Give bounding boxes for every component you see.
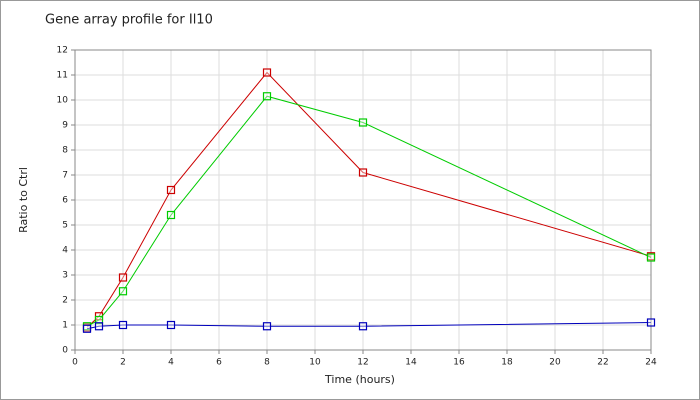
y-tick-label: 3 xyxy=(62,271,68,281)
point xyxy=(646,253,656,262)
y-tick-label: 9 xyxy=(62,121,68,131)
y-tick-label: 2 xyxy=(62,296,68,306)
y-tick-label: 7 xyxy=(62,171,68,181)
chart-title: Gene array profile for Il10 xyxy=(45,13,213,28)
x-tick-label: 14 xyxy=(405,358,417,368)
point xyxy=(262,92,272,101)
point xyxy=(166,320,176,330)
series-line xyxy=(86,322,652,330)
y-tick-label: 12 xyxy=(57,46,68,56)
x-tick-label: 10 xyxy=(309,358,321,368)
x-tick-label: 22 xyxy=(597,358,608,368)
x-tick-label: 18 xyxy=(501,358,513,368)
series-line xyxy=(86,95,652,327)
point xyxy=(82,324,92,333)
plot-border xyxy=(74,49,652,351)
y-tick-label: 6 xyxy=(62,196,68,206)
y-axis-label: Ratio to Ctrl xyxy=(17,167,30,233)
y-tick-label: 1 xyxy=(62,321,68,331)
marks xyxy=(82,68,656,333)
point xyxy=(262,68,272,77)
y-tick-label: 10 xyxy=(57,96,69,106)
x-tick-label: 24 xyxy=(645,358,657,368)
point xyxy=(166,210,176,220)
point xyxy=(646,318,656,327)
x-tick-label: 6 xyxy=(216,358,222,368)
point xyxy=(166,185,176,195)
x-tick-label: 20 xyxy=(549,358,561,368)
point xyxy=(358,118,368,127)
x-tick-label: 4 xyxy=(168,358,174,368)
x-tick-label: 16 xyxy=(453,358,465,368)
y-tick-label: 11 xyxy=(57,71,68,81)
x-axis-label: Time (hours) xyxy=(324,373,395,386)
x-tick-label: 12 xyxy=(357,358,368,368)
x-tick-label: 8 xyxy=(264,358,270,368)
point xyxy=(358,168,368,177)
y-tick-label: 5 xyxy=(62,221,68,231)
y-tick-label: 4 xyxy=(62,246,68,256)
point xyxy=(262,322,272,331)
x-tick-label: 0 xyxy=(72,358,78,368)
point xyxy=(94,315,104,325)
point xyxy=(358,322,368,331)
y-tick-label: 8 xyxy=(62,146,68,156)
point xyxy=(118,287,128,296)
y-tick-label: 0 xyxy=(62,346,68,356)
point xyxy=(118,320,128,330)
point xyxy=(118,273,128,282)
x-tick-label: 2 xyxy=(120,358,126,368)
point xyxy=(94,322,104,331)
